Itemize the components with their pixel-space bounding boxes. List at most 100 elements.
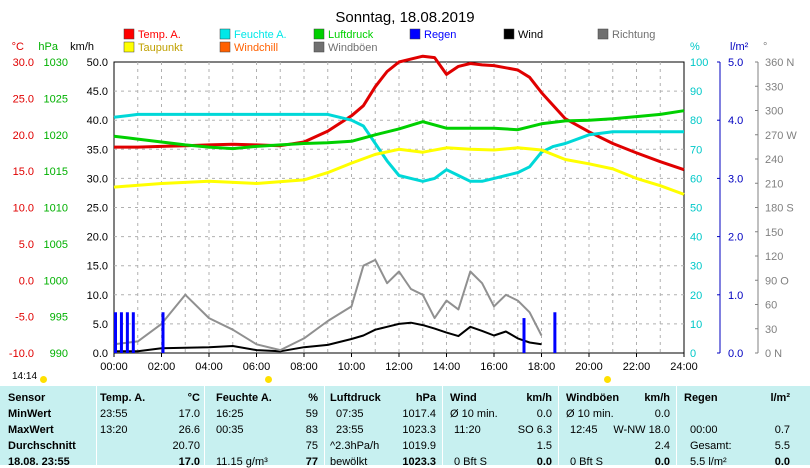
series-line (113, 109, 685, 151)
stats-bft: 0 Bft S (454, 456, 488, 468)
stats-value: 1.5 (536, 440, 552, 452)
humidity-unit-label: % (690, 41, 700, 53)
series-line (114, 321, 542, 353)
wind-unit-label: km/h (70, 41, 94, 53)
direction-tick-label: 120 (765, 251, 783, 263)
temp-tick-label: 20.0 (13, 130, 34, 142)
stats-unit: °C (187, 392, 200, 404)
stats-current: 0.0 (774, 456, 790, 468)
row-label: Durchschnitt (8, 440, 76, 452)
stats-value: 20.70 (172, 440, 200, 452)
temp-tick-label: -10.0 (9, 348, 34, 360)
rain-tick-label: 5.0 (728, 57, 743, 69)
wind-tick-label: 45.0 (87, 86, 108, 98)
stats-current: 77 (305, 456, 318, 468)
rain-bar (114, 312, 117, 353)
stats-header: Feuchte A. (216, 392, 272, 404)
series-line (113, 258, 543, 352)
stats-col-rain: Regen l/m² 00:00 0.7 Gesamt: 5.5 5.5 l/m… (676, 386, 810, 468)
legend-label: Luftdruck (328, 29, 374, 41)
row-label: MinWert (8, 408, 52, 420)
x-tick-label: 16:00 (480, 361, 508, 373)
wind-tick-label: 50.0 (87, 57, 108, 69)
rain-tick-label: 0.0 (728, 348, 743, 360)
direction-tick-label: 90 O (765, 275, 789, 287)
legend-label: Feuchte A. (234, 29, 287, 41)
stats-unit: km/h (526, 392, 552, 404)
humidity-tick-label: 70 (690, 144, 702, 156)
temp-tick-label: -5.0 (15, 312, 34, 324)
humidity-tick-label: 40 (690, 232, 702, 244)
stats-time: 00:00 (690, 424, 718, 436)
stats-total: 5.5 l/m² (690, 456, 727, 468)
pressure-tick-label: 1030 (44, 57, 68, 69)
stats-value: SO 6.3 (517, 424, 552, 436)
direction-tick-label: 360 N (765, 57, 794, 69)
x-tick-label: 24:00 (670, 361, 698, 373)
legend-swatch (597, 28, 609, 40)
pressure-tick-label: 1015 (44, 166, 68, 178)
rain-tick-label: 1.0 (728, 290, 743, 302)
humidity-tick-label: 30 (690, 261, 702, 273)
wind-tick-label: 35.0 (87, 144, 108, 156)
legend-swatch (219, 41, 231, 53)
pressure-tick-label: 1010 (44, 203, 68, 215)
stats-header: Regen (684, 392, 718, 404)
pressure-tick-label: 1020 (44, 130, 68, 142)
stats-value: 59 (305, 408, 318, 420)
time-bar: 14:14 (0, 371, 810, 385)
chart-title: Sonntag, 18.08.2019 (335, 9, 474, 26)
row-label: 18.08. 23:55 (8, 456, 70, 468)
legend: Temp. A. Feuchte A. Luftdruck Regen Wind Rich… (123, 28, 655, 54)
temp-tick-label: 0.0 (19, 275, 34, 287)
x-tick-label: 14:00 (433, 361, 461, 373)
current-time-marker-icon (265, 376, 272, 383)
temp-tick-label: 5.0 (19, 239, 34, 251)
x-tick-label: 06:00 (243, 361, 271, 373)
legend-label: Windchill (234, 42, 278, 54)
stats-time: 11:20 (454, 424, 481, 436)
stats-header: Windböen (566, 392, 620, 404)
temp-tick-label: 10.0 (13, 203, 34, 215)
stats-value: W-NW 18.0 (613, 424, 670, 436)
humidity-tick-label: 20 (690, 290, 702, 302)
stats-value: 75 (305, 440, 318, 452)
x-tick-label: 20:00 (575, 361, 603, 373)
wind-tick-label: 10.0 (87, 290, 108, 302)
series-line (114, 54, 685, 172)
direction-tick-label: 330 (765, 81, 783, 93)
rain-bar (522, 318, 526, 353)
stats-header: Temp. A. (100, 392, 146, 404)
legend-swatch (313, 41, 325, 53)
temp-tick-label: 25.0 (13, 93, 34, 105)
humidity-tick-label: 60 (690, 173, 702, 185)
stats-total-label: Gesamt: (690, 440, 732, 452)
stats-col-humidity: Feuchte A. % 16:25 59 00:35 83 75 11.15 … (204, 386, 325, 468)
humidity-tick-label: 10 (690, 319, 702, 331)
rain-bar (161, 312, 165, 353)
direction-tick-label: 0 N (765, 348, 782, 360)
sunset-marker-icon (604, 376, 611, 383)
stats-value: 17.0 (178, 408, 200, 420)
direction-tick-label: 180 S (765, 203, 794, 215)
temp-unit-label: °C (12, 41, 24, 53)
stats-value: 1023.3 (402, 424, 436, 436)
legend-swatch (409, 28, 421, 40)
legend-swatch (313, 28, 325, 40)
wind-tick-label: 40.0 (87, 115, 108, 127)
stats-col-sensor: Sensor MinWert MaxWert Durchschnitt 18.0… (0, 386, 97, 468)
stats-value: 0.7 (774, 424, 790, 436)
wind-tick-label: 5.0 (93, 319, 108, 331)
direction-tick-label: 60 (765, 300, 777, 312)
x-tick-label: 00:00 (100, 361, 128, 373)
stats-value: 1019.9 (402, 440, 436, 452)
stats-time: Ø 10 min. (566, 408, 614, 420)
stats-current: 1023.3 (402, 456, 436, 468)
stats-current: 17.0 (178, 456, 200, 468)
weather-chart: 00:00 02:00 04:00 06:00 08:00 10:00 12:00 14:00… (9, 9, 797, 373)
stats-bft: 0 Bft S (570, 456, 604, 468)
pressure-tick-label: 990 (50, 348, 68, 360)
direction-tick-label: 270 W (765, 130, 797, 142)
direction-tick-label: 240 (765, 154, 783, 166)
x-tick-label: 18:00 (528, 361, 556, 373)
